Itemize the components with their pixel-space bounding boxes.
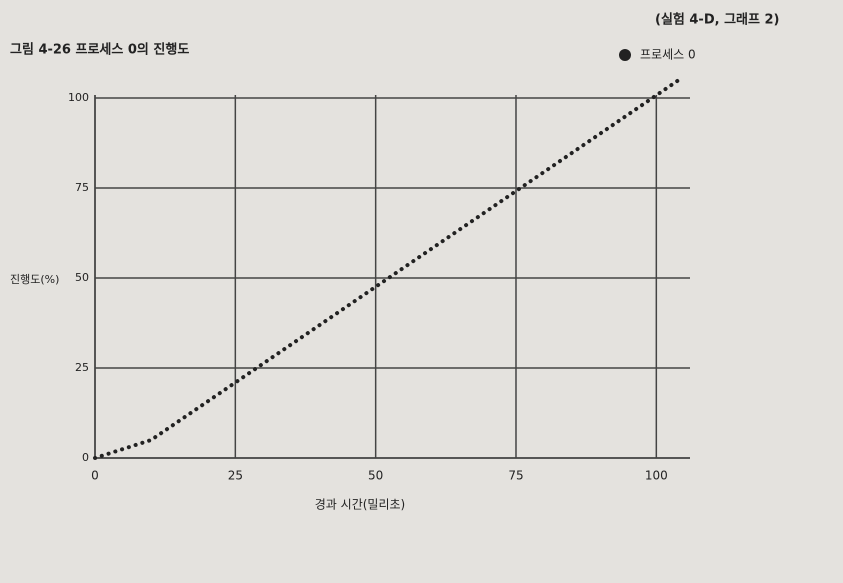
data-line bbox=[93, 78, 681, 460]
y-tick-label: 75 bbox=[75, 181, 89, 194]
chart-title: 그림 4-26 프로세스 0의 진행도 bbox=[10, 42, 189, 58]
y-tick-label: 25 bbox=[75, 361, 89, 374]
y-tick-label: 100 bbox=[68, 91, 89, 104]
legend-label: 프로세스 0 bbox=[640, 48, 696, 62]
annotation: (실험 4-D, 그래프 2) bbox=[655, 12, 779, 28]
x-tick-label: 100 bbox=[645, 469, 668, 483]
x-tick-label: 50 bbox=[368, 469, 383, 483]
legend-marker bbox=[619, 49, 631, 61]
y-tick-label: 50 bbox=[75, 271, 89, 284]
y-axis-label: 진행도(%) bbox=[10, 273, 59, 286]
x-tick-label: 75 bbox=[508, 469, 523, 483]
x-tick-label: 25 bbox=[228, 469, 243, 483]
x-tick-label: 0 bbox=[91, 469, 99, 483]
y-tick-label: 0 bbox=[82, 451, 89, 464]
x-axis-label: 경과 시간(밀리초) bbox=[315, 498, 405, 512]
